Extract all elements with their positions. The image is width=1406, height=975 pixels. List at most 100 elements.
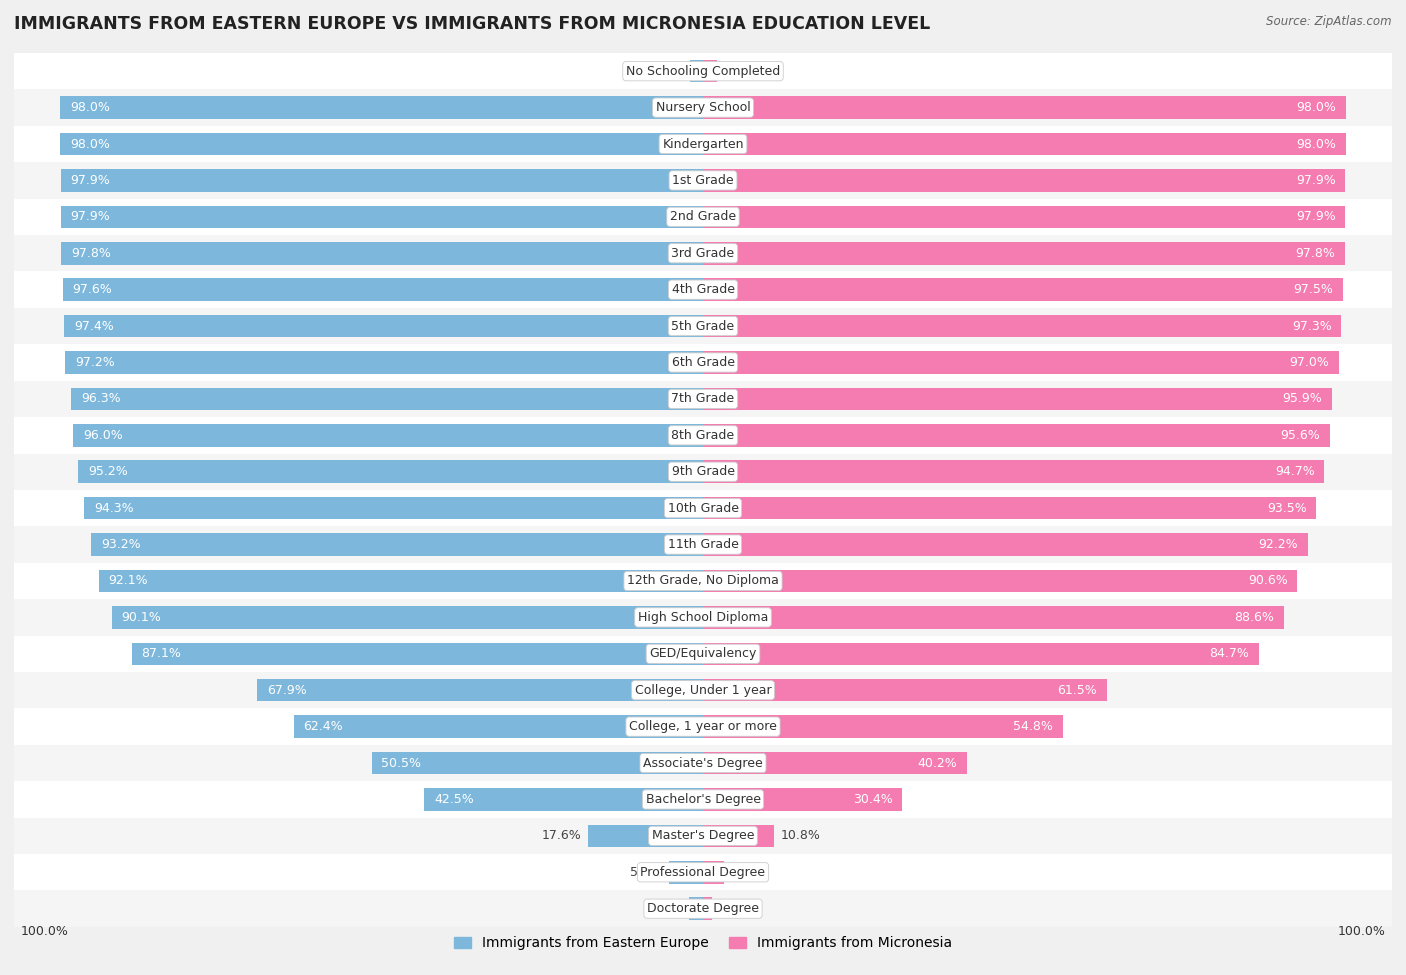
Bar <box>0 380 1406 417</box>
Bar <box>371 752 703 774</box>
Bar <box>0 344 1406 380</box>
Text: 2.0%: 2.0% <box>651 64 683 78</box>
Text: 2.1%: 2.1% <box>651 902 683 916</box>
Bar <box>0 672 1406 709</box>
Text: 90.1%: 90.1% <box>122 611 162 624</box>
Text: 10th Grade: 10th Grade <box>668 502 738 515</box>
Text: 97.3%: 97.3% <box>1292 320 1331 332</box>
Bar <box>703 206 1346 228</box>
Bar <box>73 424 703 447</box>
Text: 67.9%: 67.9% <box>267 683 307 697</box>
Bar <box>689 897 703 920</box>
Text: 8th Grade: 8th Grade <box>672 429 734 442</box>
Text: 11th Grade: 11th Grade <box>668 538 738 551</box>
Bar <box>62 242 703 264</box>
Text: 5th Grade: 5th Grade <box>672 320 734 332</box>
Text: 54.8%: 54.8% <box>1012 721 1053 733</box>
Text: 50.5%: 50.5% <box>381 757 422 769</box>
Bar <box>257 679 703 701</box>
Bar <box>703 788 903 811</box>
Text: 98.0%: 98.0% <box>1296 101 1336 114</box>
Bar <box>0 235 1406 271</box>
Bar <box>0 453 1406 489</box>
Text: 96.3%: 96.3% <box>82 392 121 406</box>
Text: Associate's Degree: Associate's Degree <box>643 757 763 769</box>
Bar <box>588 825 703 847</box>
Bar <box>703 497 1316 520</box>
Text: 9th Grade: 9th Grade <box>672 465 734 478</box>
Text: 1.3%: 1.3% <box>718 902 749 916</box>
Bar <box>0 199 1406 235</box>
Bar <box>703 861 724 883</box>
Bar <box>703 97 1346 119</box>
Bar <box>79 460 703 483</box>
Text: 87.1%: 87.1% <box>142 647 181 660</box>
Text: Source: ZipAtlas.com: Source: ZipAtlas.com <box>1267 15 1392 27</box>
Bar <box>703 388 1333 410</box>
Bar <box>425 788 703 811</box>
Bar <box>703 897 711 920</box>
Bar <box>84 497 703 520</box>
Text: Doctorate Degree: Doctorate Degree <box>647 902 759 916</box>
Text: 3rd Grade: 3rd Grade <box>672 247 734 259</box>
Bar <box>60 133 703 155</box>
Text: 95.9%: 95.9% <box>1282 392 1323 406</box>
Bar <box>703 242 1344 264</box>
Text: College, Under 1 year: College, Under 1 year <box>634 683 772 697</box>
Text: 40.2%: 40.2% <box>917 757 957 769</box>
Bar <box>703 679 1107 701</box>
Text: No Schooling Completed: No Schooling Completed <box>626 64 780 78</box>
Text: 97.9%: 97.9% <box>70 211 110 223</box>
Bar <box>703 351 1340 373</box>
Bar <box>0 563 1406 600</box>
Text: 88.6%: 88.6% <box>1234 611 1274 624</box>
Bar <box>703 315 1341 337</box>
Bar <box>0 854 1406 890</box>
Bar <box>0 489 1406 526</box>
Text: 92.1%: 92.1% <box>108 574 148 588</box>
Bar <box>0 745 1406 781</box>
Bar <box>0 781 1406 818</box>
Text: GED/Equivalency: GED/Equivalency <box>650 647 756 660</box>
Text: 97.9%: 97.9% <box>1296 174 1336 187</box>
Bar <box>0 126 1406 162</box>
Text: 62.4%: 62.4% <box>304 721 343 733</box>
Bar <box>63 315 703 337</box>
Bar <box>294 716 703 738</box>
Text: 97.4%: 97.4% <box>73 320 114 332</box>
Bar <box>0 890 1406 927</box>
Bar <box>0 709 1406 745</box>
Text: College, 1 year or more: College, 1 year or more <box>628 721 778 733</box>
Text: 7th Grade: 7th Grade <box>672 392 734 406</box>
Bar <box>669 861 703 883</box>
Bar <box>0 162 1406 199</box>
Bar <box>703 169 1346 192</box>
Bar <box>703 533 1308 556</box>
Text: 90.6%: 90.6% <box>1249 574 1288 588</box>
Bar <box>703 460 1324 483</box>
Bar <box>0 90 1406 126</box>
Bar <box>60 206 703 228</box>
Text: 97.9%: 97.9% <box>70 174 110 187</box>
Text: 95.6%: 95.6% <box>1281 429 1320 442</box>
Text: 10.8%: 10.8% <box>780 830 820 842</box>
Text: Master's Degree: Master's Degree <box>652 830 754 842</box>
Bar <box>0 308 1406 344</box>
Text: 3.2%: 3.2% <box>731 866 762 878</box>
Bar <box>0 636 1406 672</box>
Text: 97.9%: 97.9% <box>1296 211 1336 223</box>
Text: IMMIGRANTS FROM EASTERN EUROPE VS IMMIGRANTS FROM MICRONESIA EDUCATION LEVEL: IMMIGRANTS FROM EASTERN EUROPE VS IMMIGR… <box>14 15 931 32</box>
Bar <box>703 825 773 847</box>
Text: 97.0%: 97.0% <box>1289 356 1330 369</box>
Text: 96.0%: 96.0% <box>83 429 122 442</box>
Text: 92.2%: 92.2% <box>1258 538 1298 551</box>
Text: Professional Degree: Professional Degree <box>641 866 765 878</box>
Text: 97.6%: 97.6% <box>73 283 112 296</box>
Bar <box>63 279 703 301</box>
Bar <box>132 643 703 665</box>
Text: 98.0%: 98.0% <box>70 137 110 150</box>
Text: Bachelor's Degree: Bachelor's Degree <box>645 793 761 806</box>
Bar <box>703 752 967 774</box>
Text: 93.2%: 93.2% <box>101 538 141 551</box>
Bar <box>98 569 703 592</box>
